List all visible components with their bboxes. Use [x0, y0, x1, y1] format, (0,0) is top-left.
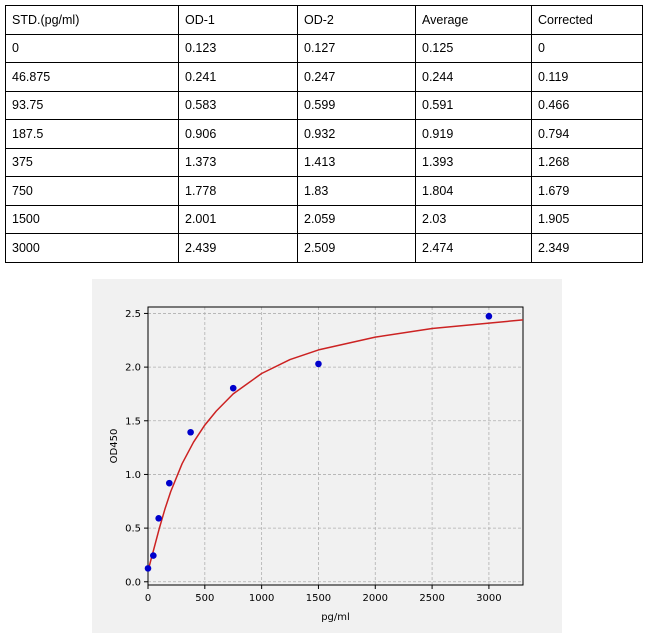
table-cell: 0.906 [178, 119, 298, 149]
x-tick-label: 2000 [363, 593, 388, 604]
x-axis-label: pg/ml [321, 612, 350, 623]
data-point [155, 515, 162, 522]
y-tick-label: 1.5 [125, 416, 141, 427]
table-row: 187.5 0.906 0.932 0.919 0.794 [5, 119, 643, 149]
header-cell: OD-1 [178, 5, 298, 35]
table-cell: 0.247 [297, 62, 416, 92]
table-cell: 1.804 [415, 176, 532, 206]
table-cell: 750 [5, 176, 179, 206]
table-cell: 2.439 [178, 233, 298, 263]
table-row: 375 1.373 1.413 1.393 1.268 [5, 147, 643, 177]
x-tick-label: 3000 [476, 593, 501, 604]
table-row: 1500 2.001 2.059 2.03 1.905 [5, 204, 643, 234]
y-tick-label: 2.5 [125, 309, 141, 320]
x-tick-label: 0 [145, 593, 151, 604]
data-point [485, 312, 493, 320]
table-cell: 0.125 [415, 33, 532, 63]
table-cell: 1.905 [531, 204, 643, 234]
table-cell: 46.875 [5, 62, 179, 92]
y-axis-label: OD450 [109, 429, 120, 464]
table-cell: 2.001 [178, 204, 298, 234]
table-cell: 1.679 [531, 176, 643, 206]
plot-frame [147, 306, 524, 586]
y-tick-label: 0.5 [125, 524, 141, 535]
table-cell: 0.241 [178, 62, 298, 92]
y-tick-label: 1.0 [125, 470, 141, 481]
data-point [144, 565, 152, 572]
table-row: 93.75 0.583 0.599 0.591 0.466 [5, 90, 643, 120]
header-cell: STD.(pg/ml) [5, 5, 179, 35]
table-cell: 1500 [5, 204, 179, 234]
fit-curve-layer [147, 319, 524, 572]
table-cell: 0.591 [415, 90, 532, 120]
table-cell: 1.268 [531, 147, 643, 177]
table-cell: 0.127 [297, 33, 416, 63]
grid [147, 307, 523, 585]
table-cell: 2.059 [297, 204, 416, 234]
table-cell: 2.474 [415, 233, 532, 263]
table-cell: 0.599 [297, 90, 416, 120]
standard-curve-table: STD.(pg/ml) OD-1 OD-2 Average Corrected 0 0.12… [5, 5, 643, 263]
data-points-layer [144, 312, 493, 572]
data-point [150, 552, 157, 559]
x-tick-label: 1500 [306, 593, 331, 604]
table-cell: 1.83 [297, 176, 416, 206]
header-cell: OD-2 [297, 5, 416, 35]
table-body: STD.(pg/ml) OD-1 OD-2 Average Corrected 0 0.12… [5, 5, 643, 263]
table-cell: 2.349 [531, 233, 643, 263]
table-cell: 2.509 [297, 233, 416, 263]
table-cell: 0.583 [178, 90, 298, 120]
data-point [315, 360, 322, 368]
table-cell: 1.373 [178, 147, 298, 177]
table-row: 0 0.123 0.127 0.125 0 [5, 33, 643, 63]
table-cell: 0.466 [531, 90, 643, 120]
table-cell: 1.778 [178, 176, 298, 206]
table-cell: 0.119 [531, 62, 643, 92]
y-tick-label: 2.0 [125, 363, 141, 374]
x-tick-label: 1000 [249, 593, 274, 604]
table-cell: 187.5 [5, 119, 179, 149]
table-cell: 1.413 [297, 147, 416, 177]
table-cell: 375 [5, 147, 179, 177]
table-cell: 0 [5, 33, 179, 63]
y-tick-label: 0.0 [125, 577, 141, 588]
table-cell: 1.393 [415, 147, 532, 177]
table-cell: 0.244 [415, 62, 532, 92]
header-cell: Average [415, 5, 532, 35]
chart-panel: 0 500 1000 1500 2000 2500 3000 0.0 0.5 1.0 1.5 2.0 2… [92, 279, 562, 633]
fit-curve [147, 319, 524, 572]
table-cell: 2.03 [415, 204, 532, 234]
data-point [229, 384, 237, 392]
data-point [187, 428, 194, 436]
table-cell: 0.794 [531, 119, 643, 149]
table-cell: 0.932 [297, 119, 416, 149]
table-row: 3000 2.439 2.509 2.474 2.349 [5, 233, 643, 263]
table-cell: 3000 [5, 233, 179, 263]
x-tick-label: 500 [195, 593, 214, 604]
table-cell: 0.919 [415, 119, 532, 149]
data-point [166, 479, 173, 487]
header-cell: Corrected [531, 5, 643, 35]
table-cell: 0.123 [178, 33, 298, 63]
axis-ticks: 0 500 1000 1500 2000 2500 3000 0.0 0.5 1.0 1.5 2.0 2… [125, 309, 502, 604]
table-row: 46.875 0.241 0.247 0.244 0.119 [5, 62, 643, 92]
header-row: STD.(pg/ml) OD-1 OD-2 Average Corrected [5, 5, 643, 35]
table-row: 750 1.778 1.83 1.804 1.679 [5, 176, 643, 206]
x-tick-label: 2500 [419, 593, 444, 604]
table-cell: 0 [531, 33, 643, 63]
table-cell: 93.75 [5, 90, 179, 120]
standard-curve-chart: 0 500 1000 1500 2000 2500 3000 0.0 0.5 1.0 1.5 2.0 2… [109, 306, 524, 623]
